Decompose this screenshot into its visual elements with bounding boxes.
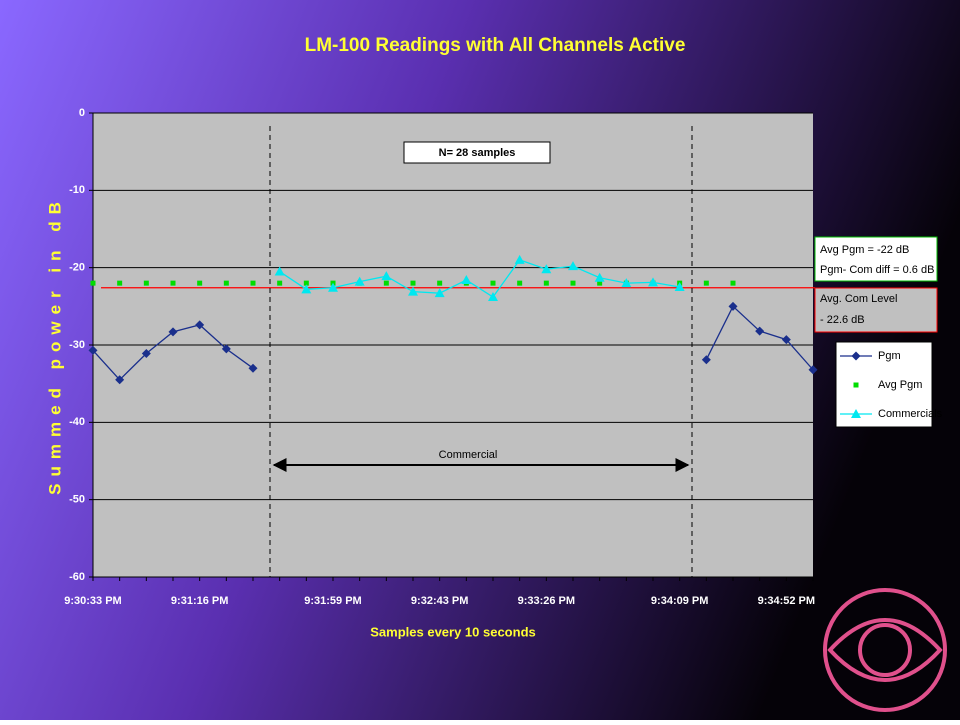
data-point [514, 254, 525, 264]
y-tick-label: -50 [69, 494, 85, 506]
legend-marker [851, 351, 861, 361]
legend-items: Pgm Avg Pgm Commercials [840, 350, 943, 420]
series-line [279, 259, 680, 298]
data-point [274, 266, 285, 276]
data-point [408, 286, 418, 296]
legend-marker [851, 409, 861, 418]
data-point [303, 280, 309, 286]
data-point [277, 280, 283, 286]
data-point [197, 280, 203, 286]
x-tick-label: 9:31:59 PM [304, 595, 361, 607]
data-point [90, 280, 96, 286]
y-tick-label: -60 [69, 571, 85, 583]
data-point [410, 280, 416, 286]
annotation: Commercial [439, 449, 498, 461]
data-point [594, 272, 605, 282]
data-point [437, 280, 443, 286]
x-tick-label: 9:32:43 PM [411, 595, 468, 607]
annotation-box [814, 287, 938, 333]
data-point [221, 344, 231, 354]
y-tick-label: -40 [69, 416, 85, 428]
data-point [701, 355, 711, 365]
annotation: N= 28 samples [439, 147, 516, 159]
x-tick-label: 9:34:52 PM [758, 595, 815, 607]
data-point [328, 282, 338, 292]
data-point [383, 280, 389, 286]
y-tick-label: 0 [79, 107, 85, 119]
data-point [543, 280, 549, 286]
data-point [248, 363, 258, 373]
data-point [488, 292, 498, 302]
x-axis-label: Samples every 10 seconds [370, 624, 536, 639]
data-point [461, 275, 472, 285]
data-point [434, 288, 445, 298]
plot: 0 -10 -20 -30 -40 -50 -60 9:30:33 PM 9:31:16 PM 9… [64, 107, 818, 607]
y-tick-label: -20 [69, 262, 85, 274]
data-point [168, 327, 178, 337]
data-point [301, 284, 312, 294]
annotation-box [403, 141, 551, 164]
annotation: Pgm- Com diff = 0.6 dB [820, 264, 934, 276]
data-point [250, 280, 256, 286]
data-point [730, 280, 736, 286]
data-point [808, 365, 818, 375]
data-point [541, 264, 552, 274]
data-point [143, 280, 149, 286]
legend-label: Commercials [878, 408, 943, 420]
legend-marker [853, 382, 859, 388]
data-point [195, 320, 205, 330]
data-point [381, 271, 392, 281]
data-point [621, 278, 632, 288]
data-point [781, 335, 791, 345]
data-point [674, 282, 685, 291]
logo [823, 588, 947, 712]
x-tick-label: 9:31:16 PM [171, 595, 228, 607]
data-point [115, 375, 125, 385]
data-point [703, 280, 709, 286]
annotation: Avg Pgm = -22 dB [820, 244, 909, 256]
legend-label: Pgm [878, 350, 901, 362]
data-point [88, 345, 98, 355]
x-tick-label: 9:33:26 PM [518, 595, 575, 607]
y-tick-label: -10 [69, 184, 85, 196]
data-point [141, 349, 151, 359]
annotation: - 22.6 dB [820, 314, 865, 326]
data-point [570, 280, 576, 286]
annotation-box [814, 236, 938, 282]
y-tick-label: -30 [69, 339, 85, 351]
data-point [170, 280, 176, 286]
data-point [648, 277, 658, 287]
x-tick-label: 9:34:09 PM [651, 595, 708, 607]
data-point [728, 301, 738, 311]
y-axis-label: Summed power in dB [45, 195, 64, 495]
annotation: Avg. Com Level [820, 293, 897, 305]
data-point [597, 280, 603, 286]
x-tick-label: 9:30:33 PM [64, 595, 121, 607]
data-point [755, 326, 765, 336]
chart-title: LM-100 Readings with All Channels Active [305, 35, 686, 56]
legend-label: Avg Pgm [878, 379, 922, 391]
data-point [223, 280, 229, 286]
data-point [490, 280, 496, 286]
data-point [517, 280, 523, 286]
data-point [354, 276, 365, 286]
data-point [568, 261, 578, 271]
data-point [117, 280, 123, 286]
